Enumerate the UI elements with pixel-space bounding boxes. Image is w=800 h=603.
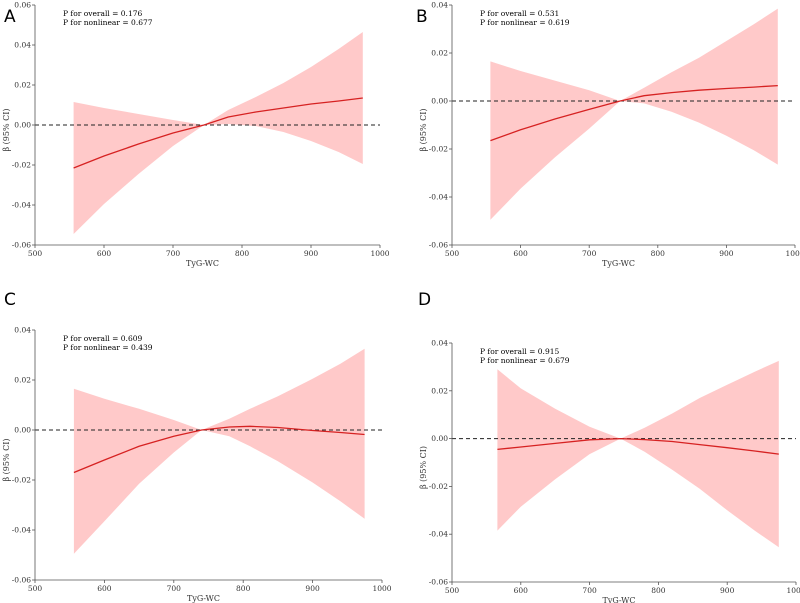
ci-band [490, 8, 778, 220]
ci-band [497, 360, 779, 548]
y-tick-label: -0.02 [429, 482, 448, 491]
p-nonlinear-annotation: P for nonlinear = 0.677 [63, 18, 153, 27]
y-axis-label: β (95% CI) [419, 446, 428, 489]
p-nonlinear-annotation: P for nonlinear = 0.679 [480, 356, 570, 365]
y-tick-label: 0.04 [431, 1, 448, 10]
x-tick-label: 900 [304, 249, 319, 258]
x-axis-label: TyG-WC [186, 259, 219, 268]
chart-b: 500 600 700 800 900 1000 -0.06 -0.04 -0.02 0.00 0.… [419, 1, 800, 269]
y-tick-label: 0.00 [14, 426, 31, 435]
x-tick-label: 500 [445, 586, 460, 595]
panel-a: A 500 600 700 800 900 1000 -0.06 -0.04 -0.02 0.00… [0, 0, 400, 290]
x-tick-label: 700 [167, 584, 182, 593]
y-tick-label: 0.00 [14, 121, 31, 130]
y-axis-label: β (95% CI) [419, 108, 428, 151]
p-overall-annotation: P for overall = 0.915 [480, 347, 559, 356]
chart-c: 500 600 700 800 900 1000 -0.06 -0.04 -0.02 0.00 0.… [2, 326, 392, 603]
panel-label: B [416, 7, 428, 27]
y-axis-label: β (95% CI) [2, 438, 11, 481]
y-axis-label: β (95% CI) [2, 108, 11, 151]
x-tick-label: 600 [514, 586, 529, 595]
y-tick-label: 0.04 [431, 339, 448, 348]
p-overall-annotation: P for overall = 0.609 [63, 334, 142, 343]
ci-band [73, 32, 363, 234]
x-tick-label: 900 [720, 586, 735, 595]
y-tick-label: -0.02 [12, 476, 31, 485]
estimate-line [73, 97, 363, 169]
x-tick-label: 900 [719, 249, 734, 258]
panel-label: C [4, 290, 16, 310]
x-axis-label: TyG-WC [187, 594, 220, 603]
x-tick-label: 1000 [786, 586, 800, 595]
y-tick-label: -0.02 [429, 145, 448, 154]
x-tick-label: 500 [445, 249, 460, 258]
y-tick-label: -0.04 [12, 526, 31, 535]
x-tick-label: 600 [97, 249, 112, 258]
x-tick-label: 700 [582, 249, 597, 258]
x-tick-label: 800 [235, 249, 250, 258]
x-tick-label: 1000 [785, 249, 800, 258]
x-tick-label: 600 [97, 584, 112, 593]
y-tick-label: 0.02 [431, 49, 448, 58]
x-tick-label: 800 [651, 586, 666, 595]
y-tick-label: -0.06 [429, 241, 448, 250]
x-tick-label: 700 [166, 249, 181, 258]
y-tick-label: 0.04 [14, 41, 31, 50]
chart-d: 500 600 700 800 900 1000 -0.06 -0.04 -0.02 0.00 0.… [419, 339, 800, 603]
x-tick-label: 700 [582, 586, 597, 595]
x-axis-label: TyG-WC [602, 259, 635, 268]
y-tick-label: -0.04 [429, 193, 448, 202]
y-tick-label: 0.02 [431, 386, 448, 395]
y-tick-label: -0.06 [429, 578, 448, 587]
x-tick-label: 600 [513, 249, 528, 258]
panel-c: C 500 600 700 800 900 1000 -0.06 -0.04 -0.02 0.00… [0, 290, 400, 603]
y-tick-label: 0.00 [431, 434, 448, 443]
p-nonlinear-annotation: P for nonlinear = 0.439 [63, 343, 153, 352]
y-tick-label: 0.02 [14, 81, 31, 90]
y-tick-label: 0.06 [14, 1, 31, 10]
chart-a: 500 600 700 800 900 1000 -0.06 -0.04 -0.02 0.00 0.… [2, 1, 390, 269]
x-tick-label: 1000 [370, 249, 389, 258]
p-overall-annotation: P for overall = 0.176 [63, 9, 142, 18]
y-tick-label: 0.00 [431, 97, 448, 106]
panel-b: B 500 600 700 800 900 1000 -0.06 -0.04 -0.02 0.00… [400, 0, 800, 290]
y-tick-label: -0.06 [12, 241, 31, 250]
panel-label: A [4, 7, 16, 27]
y-tick-label: -0.02 [12, 161, 31, 170]
y-tick-label: 0.02 [14, 376, 31, 385]
ci-band [73, 348, 365, 554]
y-tick-label: -0.04 [12, 201, 31, 210]
y-tick-label: 0.04 [14, 326, 31, 335]
x-tick-label: 500 [28, 584, 43, 593]
panel-label: D [418, 290, 432, 310]
y-tick-label: -0.04 [429, 530, 448, 539]
x-axis-label: TyG-WC [602, 596, 635, 603]
x-tick-label: 500 [28, 249, 43, 258]
x-tick-label: 800 [651, 249, 666, 258]
x-tick-label: 1000 [372, 584, 391, 593]
estimate-line [497, 437, 779, 455]
panel-d: D 500 600 700 800 900 1000 -0.06 -0.04 -0.02 0.00… [400, 290, 800, 603]
estimate-line [73, 425, 365, 474]
x-tick-label: 900 [305, 584, 320, 593]
x-tick-label: 800 [236, 584, 251, 593]
y-tick-label: -0.06 [12, 576, 31, 585]
p-overall-annotation: P for overall = 0.531 [480, 9, 559, 18]
estimate-line [490, 84, 778, 142]
p-nonlinear-annotation: P for nonlinear = 0.619 [480, 18, 570, 27]
